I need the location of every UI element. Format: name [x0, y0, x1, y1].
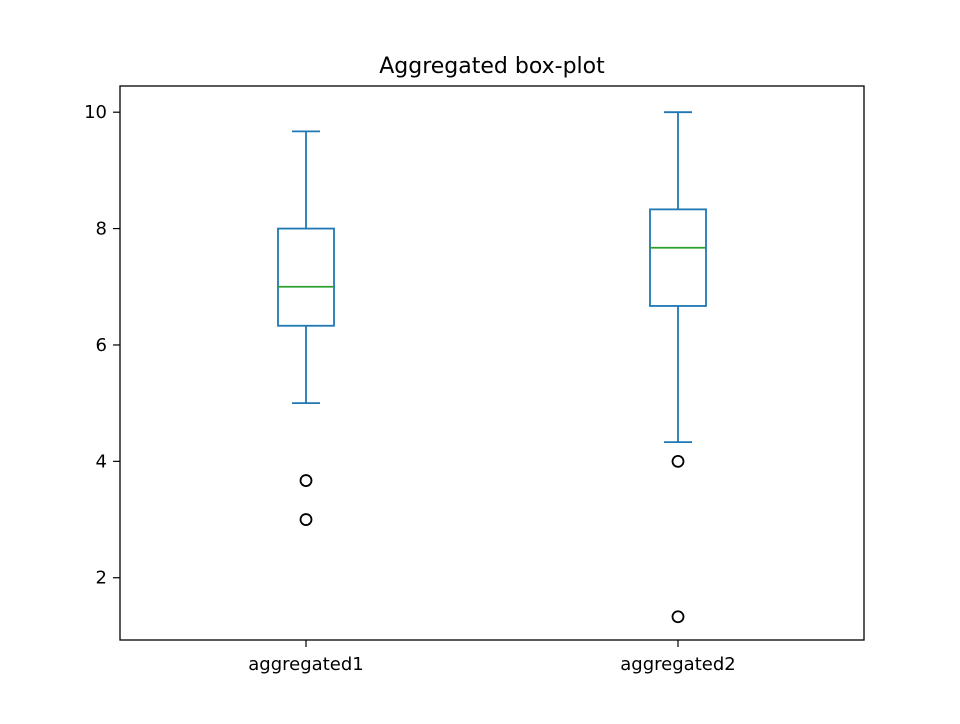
- box-group-aggregated1: [277, 130, 335, 526]
- y-tick-label: 4: [96, 451, 107, 472]
- outlier-point: [671, 454, 685, 468]
- plot-area: [277, 111, 707, 624]
- x-tick-label: aggregated2: [620, 654, 735, 675]
- chart-title: Aggregated box-plot: [379, 54, 605, 79]
- y-tick-label: 2: [96, 568, 107, 589]
- x-tick-label: aggregated1: [248, 654, 363, 675]
- outlier-point: [671, 610, 685, 624]
- iqr-box: [649, 208, 707, 307]
- y-tick-label: 10: [84, 102, 107, 123]
- y-tick-label: 6: [96, 335, 107, 356]
- axes: 2 4 6 8 10 aggregated1 aggregated2: [84, 85, 865, 675]
- y-tick-label: 8: [96, 219, 107, 240]
- outlier-point: [299, 474, 313, 487]
- iqr-box: [277, 227, 335, 327]
- axes-frame: [119, 85, 865, 641]
- box-group-aggregated2: [649, 111, 707, 624]
- outlier-point: [299, 513, 313, 526]
